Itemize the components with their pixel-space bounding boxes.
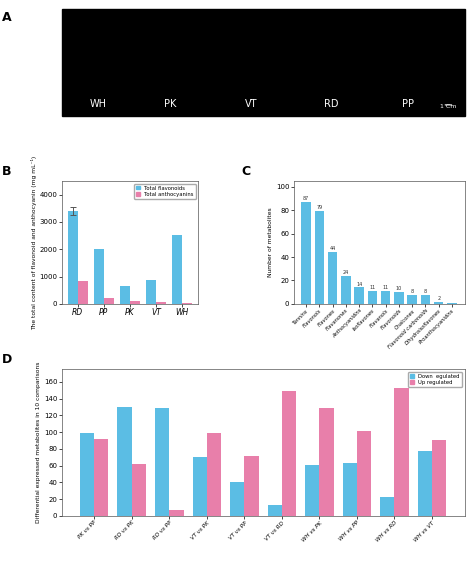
- Bar: [192, 457, 207, 516]
- Text: WH: WH: [90, 99, 106, 109]
- Bar: [268, 505, 282, 516]
- Bar: [169, 510, 183, 516]
- Bar: [94, 249, 104, 304]
- Bar: [146, 280, 156, 304]
- Text: A: A: [2, 11, 12, 24]
- Bar: [156, 302, 166, 304]
- Text: 1 Cm: 1 Cm: [440, 104, 456, 109]
- Bar: [447, 303, 457, 304]
- Text: 10: 10: [396, 286, 402, 291]
- Bar: [282, 391, 296, 516]
- Bar: [305, 465, 319, 516]
- Bar: [380, 497, 394, 516]
- Bar: [230, 483, 244, 516]
- Text: PK: PK: [164, 99, 177, 109]
- Text: 11: 11: [369, 285, 375, 290]
- Text: PP: PP: [402, 99, 414, 109]
- Text: 2: 2: [437, 295, 440, 301]
- Bar: [432, 439, 446, 516]
- Y-axis label: Number of metabolites: Number of metabolites: [268, 208, 273, 277]
- Bar: [343, 463, 357, 516]
- Bar: [434, 302, 444, 304]
- Text: 8: 8: [410, 289, 414, 294]
- Text: 8: 8: [424, 289, 427, 294]
- Text: RD: RD: [324, 99, 339, 109]
- Bar: [182, 303, 192, 304]
- Bar: [301, 202, 311, 304]
- Text: B: B: [2, 165, 12, 178]
- Bar: [207, 433, 221, 516]
- Text: VT: VT: [245, 99, 257, 109]
- Bar: [368, 291, 377, 304]
- Text: 24: 24: [343, 270, 349, 275]
- Text: 44: 44: [329, 247, 336, 251]
- Text: C: C: [242, 165, 251, 178]
- Bar: [418, 451, 432, 516]
- Bar: [155, 408, 169, 516]
- Bar: [394, 388, 409, 516]
- Bar: [130, 301, 140, 304]
- Bar: [355, 287, 364, 304]
- Legend: Down  egulated, Up regulated: Down egulated, Up regulated: [408, 372, 462, 387]
- Bar: [68, 211, 78, 304]
- Bar: [328, 252, 337, 304]
- Bar: [408, 294, 417, 304]
- Text: 87: 87: [303, 196, 310, 201]
- Bar: [421, 294, 430, 304]
- Bar: [104, 298, 114, 304]
- Bar: [132, 464, 146, 516]
- Text: D: D: [2, 353, 13, 366]
- Bar: [394, 292, 404, 304]
- Y-axis label: The total content of flavonoid and anthocyanin (mg mL⁻¹): The total content of flavonoid and antho…: [31, 155, 36, 329]
- Bar: [120, 286, 130, 304]
- Bar: [357, 431, 371, 516]
- Bar: [94, 439, 109, 516]
- Text: 79: 79: [316, 205, 322, 210]
- Bar: [118, 407, 132, 516]
- Bar: [341, 276, 351, 304]
- Bar: [315, 211, 324, 304]
- Y-axis label: Differential expressed metabolites in 10 comparisons: Differential expressed metabolites in 10…: [36, 362, 41, 523]
- Legend: Total flavonoids, Total anthocyanins: Total flavonoids, Total anthocyanins: [134, 184, 196, 199]
- Bar: [172, 235, 182, 304]
- Bar: [244, 456, 258, 516]
- Text: 11: 11: [383, 285, 389, 290]
- Bar: [319, 408, 334, 516]
- Bar: [80, 433, 94, 516]
- Bar: [381, 291, 391, 304]
- Text: 14: 14: [356, 282, 362, 286]
- Bar: [78, 281, 88, 304]
